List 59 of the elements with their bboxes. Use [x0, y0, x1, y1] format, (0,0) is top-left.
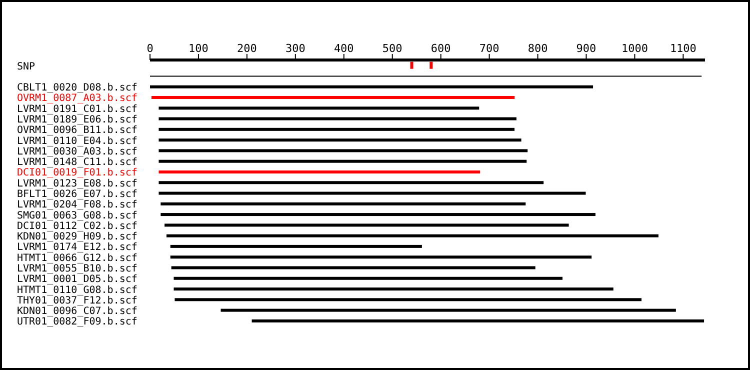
bar	[158, 117, 516, 120]
y-tick-label: KDN01_0096_C07.b.scf	[17, 306, 138, 318]
x-tick-label: 600	[430, 42, 451, 55]
bar	[158, 181, 544, 184]
x-tick-label: 800	[528, 42, 548, 55]
bar	[164, 224, 569, 227]
bar	[151, 96, 515, 99]
bar	[158, 149, 528, 152]
bar	[158, 138, 522, 142]
bar	[174, 298, 642, 302]
x-tick-label: 100	[188, 42, 208, 55]
y-tick-label: LVRM1_0189_E06.b.scf	[17, 114, 138, 126]
y-tick-label: OVRM1_0087_A03.b.scf	[17, 93, 138, 104]
x-tick-label: 0	[146, 42, 154, 55]
y-tick-label: THY01_0037_F12.b.scf	[17, 295, 138, 306]
y-tick-label: OVRM1_0096_B11.b.scf	[17, 125, 138, 136]
y-tick-label: KDN01_0029_H09.b.scf	[17, 232, 138, 243]
y-tick-label: UTR01_0082_F09.b.scf	[17, 316, 138, 328]
x-tick-label: 300	[285, 42, 306, 55]
y-tick-label: LVRM1_0174_E12.b.scf	[17, 242, 138, 254]
x-tick-label: 900	[576, 42, 596, 55]
bar	[220, 308, 676, 312]
y-tick-label: DCI01_0112_C02.b.scf	[17, 220, 138, 232]
bar	[150, 85, 594, 88]
y-tick-label: SNP	[17, 61, 36, 72]
y-tick-label: LVRM1_0123_E08.b.scf	[17, 178, 138, 190]
y-tick-label: LVRM1_0001_D05.b.scf	[17, 274, 138, 286]
y-tick-label: DCI01_0019_F01.b.scf	[17, 168, 138, 179]
bar	[160, 213, 596, 216]
y-tick-label: LVRM1_0191_C01.b.scf	[17, 104, 138, 115]
y-tick-label: HTMT1_0110_G08.b.scf	[17, 284, 138, 296]
bar	[171, 266, 536, 270]
y-tick-label: HTMT1_0066_G12.b.scf	[17, 252, 138, 264]
y-tick-label: LVRM1_0110_E04.b.scf	[17, 136, 138, 147]
y-tick-label: LVRM1_0204_F08.b.scf	[17, 200, 138, 211]
bar	[160, 202, 526, 206]
y-tick-label: LVRM1_0055_B10.b.scf	[17, 263, 138, 274]
x-tick-label: 500	[382, 42, 402, 55]
x-tick-label: 1000	[621, 42, 648, 55]
x-tick-label: 700	[479, 42, 500, 55]
x-tick-label: 200	[237, 42, 257, 55]
bar	[170, 256, 592, 259]
bar	[174, 288, 614, 291]
x-tick-label: 400	[334, 42, 354, 55]
bar	[158, 160, 527, 163]
y-tick-label: LVRM1_0148_C11.b.scf	[17, 157, 138, 168]
bar	[174, 276, 562, 280]
bar	[158, 128, 515, 131]
bar	[158, 192, 586, 195]
bar	[170, 244, 422, 248]
y-tick-label: LVRM1_0030_A03.b.scf	[17, 146, 138, 158]
y-tick-label: SMG01_0063_G08.b.scf	[17, 210, 138, 222]
x-tick-label: 1100	[670, 42, 696, 55]
y-tick-label: CBLT1_0020_D08.b.scf	[17, 82, 138, 94]
bar	[166, 234, 658, 238]
bar	[158, 106, 480, 110]
y-tick-label: BFLT1_0026_E07.b.scf	[17, 189, 138, 200]
bar	[252, 319, 704, 322]
bar	[158, 170, 480, 174]
